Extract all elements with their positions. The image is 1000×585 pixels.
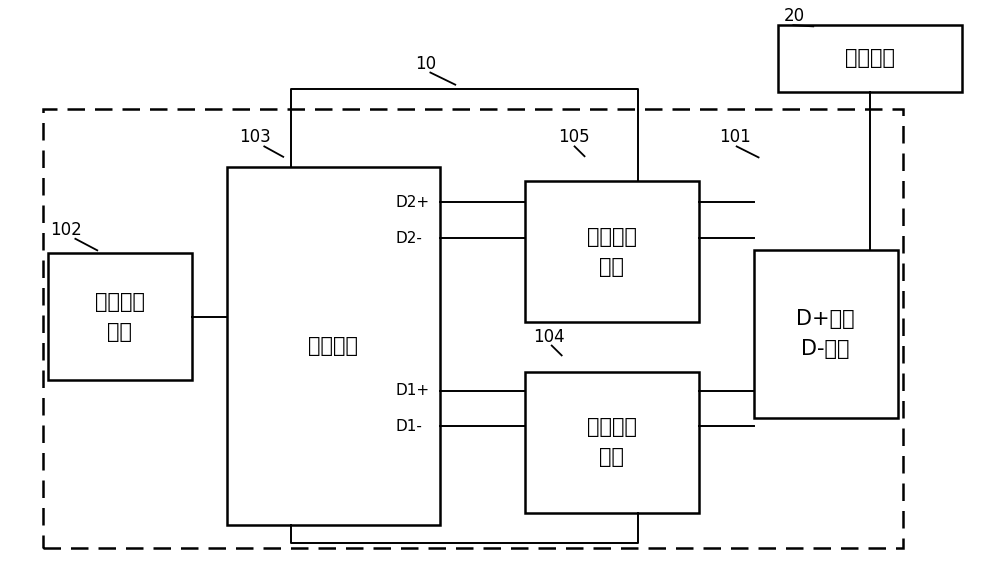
Text: 101: 101 — [719, 129, 751, 146]
Text: 电子设备: 电子设备 — [845, 49, 895, 68]
Bar — [227, 167, 440, 525]
Text: 103: 103 — [239, 129, 271, 146]
Text: 104: 104 — [533, 328, 564, 346]
Text: 第二开关
模块: 第二开关 模块 — [587, 227, 637, 277]
Text: D+接口
D-模块: D+接口 D-模块 — [796, 309, 855, 359]
Text: 105: 105 — [558, 129, 589, 146]
Bar — [48, 253, 192, 380]
Text: D1-: D1- — [396, 419, 422, 434]
Bar — [754, 250, 898, 418]
Text: 控制模块: 控制模块 — [308, 336, 358, 356]
Bar — [778, 25, 962, 92]
Text: 10: 10 — [415, 54, 437, 73]
Bar — [525, 371, 699, 513]
Text: 20: 20 — [783, 7, 805, 25]
Text: 第一开关
模块: 第一开关 模块 — [587, 418, 637, 467]
Bar — [525, 181, 699, 322]
Text: D2-: D2- — [396, 230, 422, 246]
Text: 指令接收
模块: 指令接收 模块 — [95, 292, 145, 342]
Text: D2+: D2+ — [396, 195, 430, 210]
Text: 102: 102 — [51, 221, 82, 239]
Bar — [43, 109, 903, 548]
Text: D1+: D1+ — [396, 383, 430, 398]
